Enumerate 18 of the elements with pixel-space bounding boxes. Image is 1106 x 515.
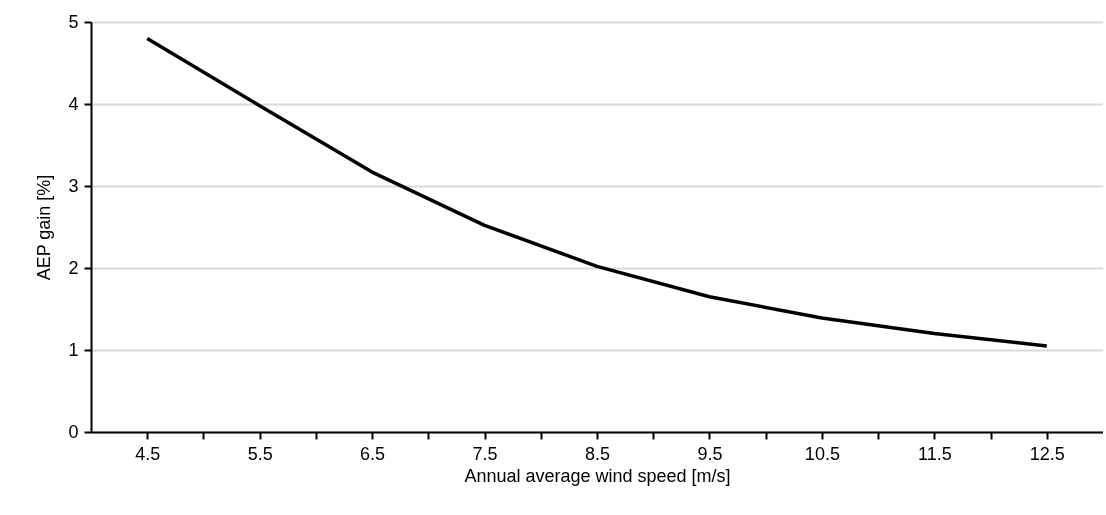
x-tick-label: 11.5 <box>917 443 952 464</box>
x-tick-label: 12.5 <box>1029 443 1065 464</box>
y-axis-title: AEP gain [%] <box>34 174 55 281</box>
y-tick-label: 3 <box>68 175 79 196</box>
y-tick-label: 2 <box>68 257 79 278</box>
x-tick-label: 8.5 <box>584 443 611 464</box>
y-tick-label: 1 <box>68 339 79 360</box>
x-axis-title: Annual average wind speed [m/s] <box>464 465 731 486</box>
x-tick-label: 7.5 <box>472 443 498 464</box>
x-tick-label: 10.5 <box>804 443 840 464</box>
y-tick-label: 4 <box>68 93 79 114</box>
y-tick-label: 5 <box>68 11 79 32</box>
line-series <box>145 36 1049 348</box>
x-tick-label: 5.5 <box>247 443 273 464</box>
x-tick-label: 9.5 <box>697 443 723 464</box>
x-tick-label: 6.5 <box>360 443 386 464</box>
y-tick-label: 0 <box>68 421 79 442</box>
x-tick-label: 4.5 <box>135 443 161 464</box>
